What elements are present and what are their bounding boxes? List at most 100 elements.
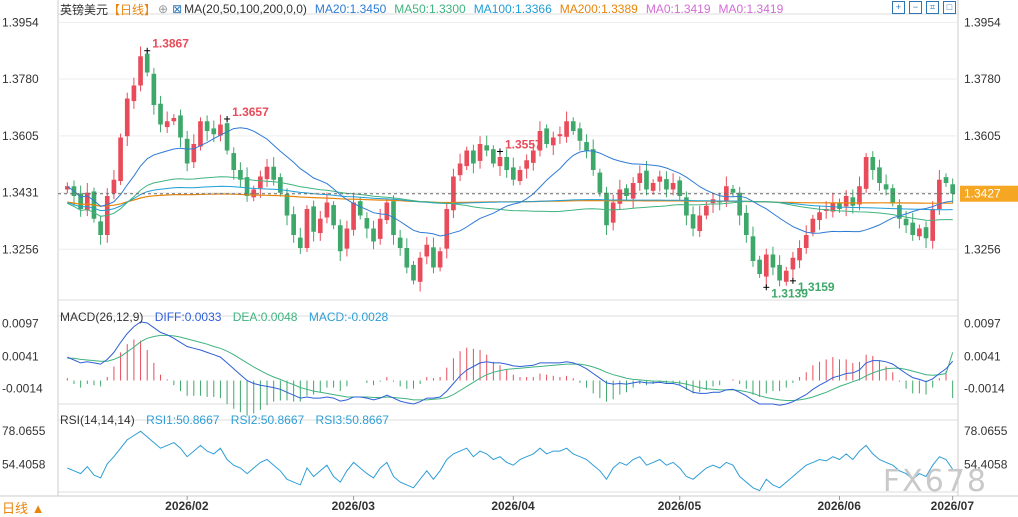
- current-price-tag: [960, 185, 1018, 202]
- candle-body: [903, 218, 909, 226]
- price-tick-left: 1.3605: [2, 129, 39, 143]
- candle-body: [863, 157, 869, 189]
- candle-body: [364, 218, 370, 229]
- candle-body: [224, 123, 230, 151]
- candle-body: [750, 236, 756, 261]
- period-tag[interactable]: 【日线】: [108, 2, 157, 17]
- x-axis-label: 2026/07: [931, 499, 975, 513]
- candle-body: [244, 177, 250, 196]
- candle-body: [477, 144, 483, 161]
- candle-body: [231, 153, 237, 170]
- price-tick-right: 1.3780: [964, 72, 1001, 86]
- candle-body: [950, 184, 956, 194]
- candle-body: [730, 188, 736, 193]
- ma20-value: MA20:1.3450: [314, 2, 387, 16]
- ma50-value: MA50:1.3300: [394, 2, 466, 16]
- candle-body: [870, 157, 876, 170]
- candle-body: [211, 128, 217, 135]
- rsi-tick-right: 54.4058: [964, 458, 1008, 472]
- candle-body: [690, 214, 696, 229]
- candle-body: [843, 196, 849, 207]
- dea-line: [67, 334, 954, 401]
- candle-body: [324, 202, 330, 218]
- candle-body: [803, 235, 809, 248]
- candle-body: [597, 172, 603, 193]
- rsi2-value: RSI2:50.8667: [230, 413, 305, 427]
- candle-body: [544, 128, 549, 144]
- price-tick-right: 1.3256: [964, 242, 1001, 256]
- ma100-value: MA100:1.3366: [473, 2, 552, 16]
- add-panel-icon[interactable]: +: [892, 1, 905, 14]
- candle-body: [624, 188, 629, 196]
- candle-body: [790, 257, 796, 270]
- candle-body: [943, 177, 949, 183]
- annotation-high: 1.3557: [505, 137, 542, 151]
- candle-body: [431, 247, 436, 268]
- x-axis-label: 2026/06: [818, 499, 862, 513]
- candle-body: [258, 176, 263, 189]
- ma0-value-2: MA0:1.3419: [718, 2, 784, 16]
- candle-body: [757, 259, 762, 274]
- price-tick-left: 1.3780: [2, 72, 39, 86]
- candle-body: [837, 202, 842, 209]
- candle-body: [238, 170, 243, 180]
- candle-body: [451, 176, 456, 211]
- candle-body: [198, 121, 203, 147]
- compare-icon[interactable]: ⌗: [926, 1, 939, 14]
- x-axis-label: 2026/02: [165, 499, 209, 513]
- candle-body: [337, 225, 343, 252]
- rsi-panel-frame: [57, 419, 959, 493]
- annotation-low: 1.3159: [798, 280, 835, 294]
- candle-body: [391, 201, 396, 235]
- watermark: FX678: [882, 464, 988, 499]
- candle-body: [144, 53, 150, 73]
- candle-body: [570, 121, 576, 131]
- symbol-name[interactable]: 英镑美元: [60, 2, 109, 17]
- candle-body: [404, 248, 410, 268]
- candle-body: [291, 214, 296, 235]
- macd-value: MACD:-0.0028: [308, 310, 389, 324]
- macd-tick-left: -0.0014: [2, 382, 43, 396]
- dif-line: [67, 321, 954, 406]
- candle-body: [584, 142, 589, 151]
- candle-body: [124, 98, 130, 137]
- candle-body: [910, 222, 916, 235]
- candle-body: [351, 202, 356, 230]
- candle-body: [877, 167, 882, 183]
- candle-body: [131, 85, 137, 102]
- candle-body: [151, 73, 157, 105]
- candle-body: [650, 183, 656, 191]
- candle-body: [304, 209, 310, 248]
- rsi-tick-left: 78.0655: [2, 424, 46, 438]
- candle-body: [577, 128, 583, 141]
- price-tick-left: 1.3431: [2, 185, 39, 199]
- ma20-line: [67, 127, 953, 237]
- current-price-label: 1.3427: [964, 187, 1001, 201]
- macd-panel-frame: [57, 315, 959, 405]
- fullscreen-icon[interactable]: □: [943, 1, 956, 14]
- candle-body: [118, 137, 123, 182]
- candle-body: [644, 170, 649, 190]
- candle-body: [610, 202, 616, 223]
- candle-body: [777, 264, 782, 281]
- macd-header: MACD(26,12,9) DIFF:0.0033 DEA:0.0048 MAC…: [60, 310, 396, 324]
- gear-icon[interactable]: ⊕: [158, 2, 169, 16]
- macd-diff: DIFF:0.0033: [154, 310, 222, 324]
- candle-body: [218, 124, 223, 136]
- candle-body: [497, 157, 503, 167]
- candle-body: [890, 188, 896, 203]
- candle-body: [78, 193, 83, 209]
- candle-body: [397, 237, 403, 248]
- candle-body: [517, 170, 523, 182]
- period-button[interactable]: 日线 ▲: [2, 501, 45, 516]
- candle-body: [437, 251, 443, 268]
- candle-body: [684, 197, 689, 216]
- candle-body: [491, 149, 496, 164]
- macd-tick-left: 0.0041: [2, 349, 39, 363]
- candle-body: [917, 228, 922, 237]
- candle-body: [810, 218, 816, 233]
- minus-icon[interactable]: −: [909, 1, 922, 14]
- x-axis-label: 2026/03: [332, 499, 376, 513]
- candle-body: [111, 179, 117, 194]
